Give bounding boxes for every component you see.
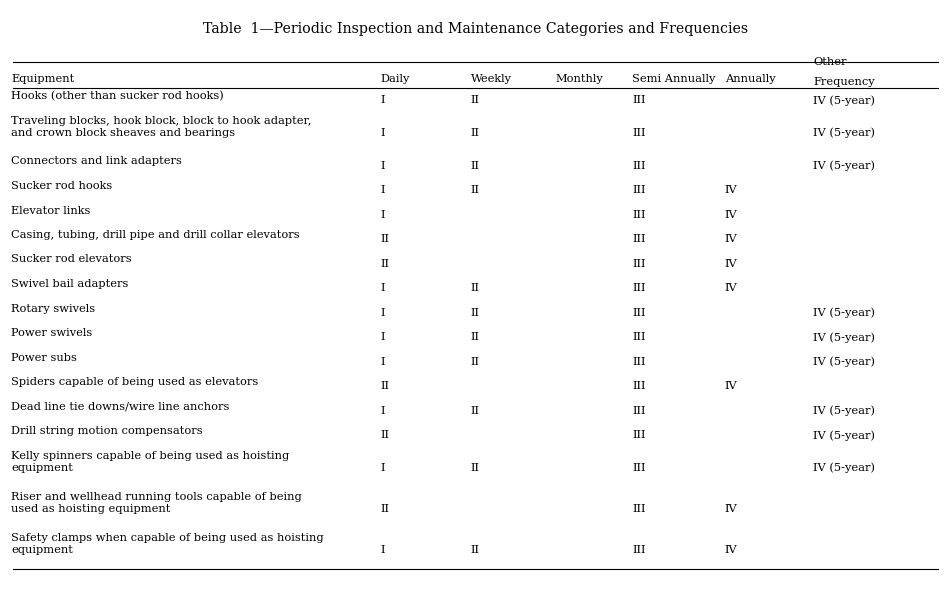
Text: IV: IV [725, 504, 737, 514]
Text: I: I [380, 185, 385, 195]
Text: IV: IV [725, 259, 737, 269]
Text: II: II [380, 381, 389, 391]
Text: IV: IV [725, 234, 737, 244]
Text: IV (5-year): IV (5-year) [813, 356, 875, 367]
Text: Safety clamps when capable of being used as hoisting
equipment: Safety clamps when capable of being used… [11, 533, 324, 555]
Text: II: II [471, 332, 479, 342]
Text: III: III [632, 332, 646, 342]
Text: Connectors and link adapters: Connectors and link adapters [11, 156, 183, 166]
Text: III: III [632, 504, 646, 514]
Text: IV (5-year): IV (5-year) [813, 95, 875, 106]
Text: II: II [471, 283, 479, 293]
Text: Casing, tubing, drill pipe and drill collar elevators: Casing, tubing, drill pipe and drill col… [11, 230, 300, 240]
Text: Traveling blocks, hook block, block to hook adapter,
and crown block sheaves and: Traveling blocks, hook block, block to h… [11, 116, 312, 138]
Text: III: III [632, 381, 646, 391]
Text: I: I [380, 160, 385, 171]
Text: IV: IV [725, 381, 737, 391]
Text: Frequency: Frequency [813, 77, 875, 87]
Text: IV (5-year): IV (5-year) [813, 463, 875, 473]
Text: Other: Other [813, 57, 846, 67]
Text: II: II [471, 357, 479, 367]
Text: IV (5-year): IV (5-year) [813, 405, 875, 416]
Text: II: II [380, 504, 389, 514]
Text: Equipment: Equipment [11, 74, 75, 84]
Text: IV (5-year): IV (5-year) [813, 307, 875, 318]
Text: I: I [380, 308, 385, 318]
Text: III: III [632, 430, 646, 440]
Text: II: II [380, 430, 389, 440]
Text: Monthly: Monthly [555, 74, 603, 84]
Text: III: III [632, 283, 646, 293]
Text: Spiders capable of being used as elevators: Spiders capable of being used as elevato… [11, 377, 259, 387]
Text: Sucker rod hooks: Sucker rod hooks [11, 181, 112, 191]
Text: III: III [632, 463, 646, 473]
Text: Table  1—Periodic Inspection and Maintenance Categories and Frequencies: Table 1—Periodic Inspection and Maintena… [203, 22, 748, 36]
Text: Hooks (other than sucker rod hooks): Hooks (other than sucker rod hooks) [11, 91, 224, 101]
Text: I: I [380, 406, 385, 416]
Text: Drill string motion compensators: Drill string motion compensators [11, 426, 203, 436]
Text: Elevator links: Elevator links [11, 205, 90, 215]
Text: IV: IV [725, 545, 737, 555]
Text: II: II [380, 259, 389, 269]
Text: Annually: Annually [725, 74, 775, 84]
Text: Riser and wellhead running tools capable of being
used as hoisting equipment: Riser and wellhead running tools capable… [11, 491, 302, 514]
Text: III: III [632, 160, 646, 171]
Text: III: III [632, 234, 646, 244]
Text: IV: IV [725, 210, 737, 219]
Text: Daily: Daily [380, 74, 410, 84]
Text: III: III [632, 185, 646, 195]
Text: I: I [380, 332, 385, 342]
Text: I: I [380, 128, 385, 138]
Text: II: II [471, 185, 479, 195]
Text: III: III [632, 259, 646, 269]
Text: I: I [380, 357, 385, 367]
Text: Power subs: Power subs [11, 352, 77, 362]
Text: IV (5-year): IV (5-year) [813, 160, 875, 171]
Text: Power swivels: Power swivels [11, 328, 92, 338]
Text: II: II [471, 463, 479, 473]
Text: III: III [632, 128, 646, 138]
Text: Sucker rod elevators: Sucker rod elevators [11, 254, 132, 264]
Text: I: I [380, 283, 385, 293]
Text: IV (5-year): IV (5-year) [813, 127, 875, 138]
Text: II: II [471, 545, 479, 555]
Text: Semi Annually: Semi Annually [632, 74, 716, 84]
Text: Weekly: Weekly [471, 74, 512, 84]
Text: IV: IV [725, 185, 737, 195]
Text: III: III [632, 357, 646, 367]
Text: I: I [380, 95, 385, 105]
Text: Kelly spinners capable of being used as hoisting
equipment: Kelly spinners capable of being used as … [11, 451, 290, 473]
Text: II: II [471, 406, 479, 416]
Text: III: III [632, 406, 646, 416]
Text: II: II [380, 234, 389, 244]
Text: IV (5-year): IV (5-year) [813, 430, 875, 441]
Text: II: II [471, 95, 479, 105]
Text: I: I [380, 210, 385, 219]
Text: III: III [632, 308, 646, 318]
Text: Swivel bail adapters: Swivel bail adapters [11, 279, 128, 289]
Text: Rotary swivels: Rotary swivels [11, 303, 95, 313]
Text: I: I [380, 545, 385, 555]
Text: III: III [632, 210, 646, 219]
Text: II: II [471, 160, 479, 171]
Text: IV (5-year): IV (5-year) [813, 332, 875, 343]
Text: III: III [632, 545, 646, 555]
Text: I: I [380, 463, 385, 473]
Text: II: II [471, 128, 479, 138]
Text: Dead line tie downs/wire line anchors: Dead line tie downs/wire line anchors [11, 402, 230, 411]
Text: II: II [471, 308, 479, 318]
Text: IV: IV [725, 283, 737, 293]
Text: III: III [632, 95, 646, 105]
